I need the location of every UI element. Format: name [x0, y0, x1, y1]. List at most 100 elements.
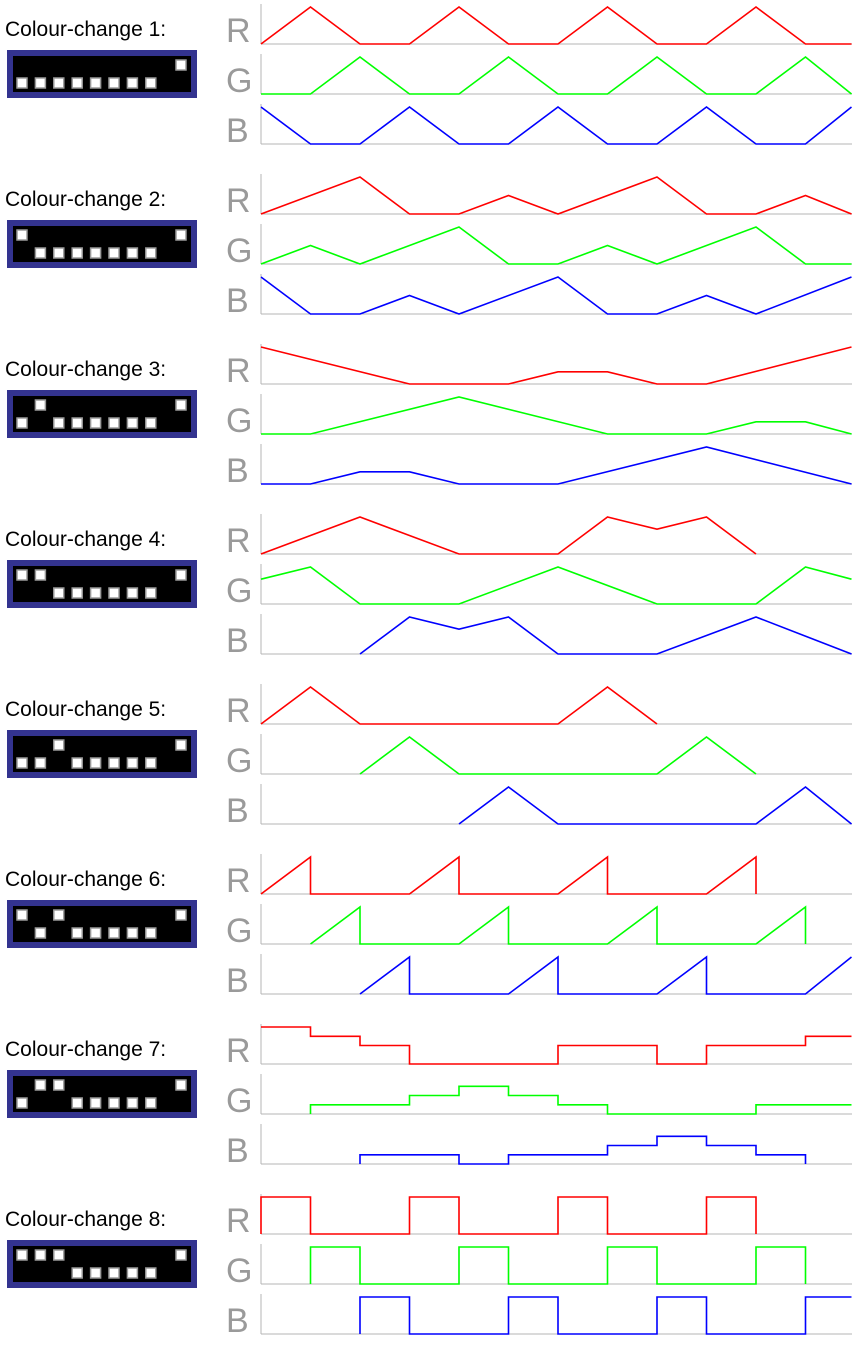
- waveform-g: [261, 55, 852, 95]
- rgb-waveform-plot: RGB: [226, 344, 852, 490]
- waveform-g: [260, 226, 852, 265]
- led-square: [126, 77, 139, 89]
- mode-title: Colour-change 2:: [5, 188, 167, 211]
- led-square: [108, 927, 120, 939]
- led-square: [16, 909, 28, 921]
- waveform-b: [359, 616, 852, 655]
- colour-change-block: Colour-change 6: R G B: [0, 850, 852, 1020]
- channel-label-b: B: [226, 962, 249, 1000]
- led-square: [34, 77, 47, 89]
- led-square: [145, 927, 157, 939]
- led-pattern-icon: [7, 50, 197, 98]
- channel-label-g: G: [226, 1082, 252, 1120]
- led-square: [16, 229, 28, 241]
- led-square: [71, 247, 83, 259]
- channel-label-r: R: [226, 692, 251, 730]
- waveform-r: [260, 346, 852, 385]
- channel-label-r: R: [226, 182, 251, 220]
- channel-label-r: R: [226, 1202, 251, 1240]
- waveform-g: [309, 1085, 852, 1115]
- channel-label-b: B: [226, 452, 249, 490]
- rgb-waveform-plot: RGB: [226, 174, 852, 320]
- led-square: [34, 1249, 47, 1261]
- rgb-waveform-plot: RGB: [226, 4, 852, 150]
- led-square: [71, 927, 83, 939]
- waveform-b: [359, 1296, 852, 1335]
- led-square: [108, 1267, 120, 1279]
- led-square: [145, 77, 157, 89]
- led-pattern-icon: [7, 1070, 197, 1118]
- rgb-waveform-plot: RGB: [226, 1194, 852, 1340]
- waveform-r: [260, 855, 757, 895]
- channel-label-r: R: [226, 862, 251, 900]
- colour-change-block: Colour-change 3: R G B: [0, 340, 852, 510]
- waveform-g: [310, 905, 807, 945]
- led-square: [53, 739, 65, 751]
- led-square: [16, 1249, 28, 1261]
- waveform-r: [260, 516, 757, 555]
- led-square: [175, 229, 187, 241]
- led-square: [108, 77, 120, 89]
- colour-change-block: Colour-change 7: R G B: [0, 1020, 852, 1190]
- led-square: [53, 1079, 65, 1091]
- led-square: [34, 569, 47, 581]
- channel-label-g: G: [226, 232, 252, 270]
- led-square: [145, 1267, 157, 1279]
- waveform-b: [359, 1135, 807, 1165]
- waveform-r: [260, 176, 852, 215]
- led-square: [53, 1249, 65, 1261]
- led-square: [71, 587, 83, 599]
- waveform-b: [261, 446, 852, 485]
- led-square: [108, 1097, 120, 1109]
- led-square: [126, 1267, 139, 1279]
- led-square: [145, 1097, 157, 1109]
- colour-change-block: Colour-change 8: R G B: [0, 1190, 852, 1360]
- led-square: [16, 417, 28, 429]
- led-square: [145, 757, 157, 769]
- led-square: [34, 1079, 47, 1091]
- led-square: [89, 1097, 102, 1109]
- channel-label-g: G: [226, 62, 252, 100]
- colour-change-block: Colour-change 4: R G B: [0, 510, 852, 680]
- rgb-waveform-plot: RGB: [226, 514, 852, 660]
- led-pattern-icon: [7, 390, 197, 438]
- channel-label-r: R: [226, 1032, 251, 1070]
- led-square: [126, 587, 139, 599]
- channel-label-g: G: [226, 912, 252, 950]
- led-square: [89, 1267, 102, 1279]
- waveform-r: [260, 6, 852, 45]
- led-square: [145, 417, 157, 429]
- led-square: [126, 417, 139, 429]
- led-square: [53, 587, 65, 599]
- led-square: [108, 587, 120, 599]
- led-square: [34, 247, 47, 259]
- led-square: [175, 1079, 187, 1091]
- led-square: [53, 909, 65, 921]
- led-pattern-icon: [7, 220, 197, 268]
- led-square: [34, 399, 47, 411]
- led-pattern-icon: [7, 730, 197, 778]
- channel-label-r: R: [226, 352, 251, 390]
- channel-label-b: B: [226, 282, 249, 320]
- led-square: [175, 569, 187, 581]
- mode-title: Colour-change 8:: [5, 1208, 167, 1231]
- led-square: [89, 77, 102, 89]
- mode-title: Colour-change 4:: [5, 528, 167, 551]
- waveform-r: [260, 686, 658, 725]
- led-square: [89, 757, 102, 769]
- led-square: [16, 1097, 28, 1109]
- channel-label-r: R: [226, 522, 251, 560]
- rgb-waveform-plot: RGB: [226, 854, 852, 1000]
- rgb-waveform-plot: RGB: [226, 1024, 852, 1170]
- led-square: [175, 1249, 187, 1261]
- waveform-r: [260, 1196, 757, 1235]
- waveform-g: [260, 566, 852, 605]
- led-square: [175, 739, 187, 751]
- channel-label-b: B: [226, 622, 249, 660]
- channel-label-b: B: [226, 1132, 249, 1170]
- led-square: [175, 59, 187, 71]
- led-square: [89, 417, 102, 429]
- mode-title: Colour-change 1:: [5, 18, 167, 41]
- led-square: [126, 757, 139, 769]
